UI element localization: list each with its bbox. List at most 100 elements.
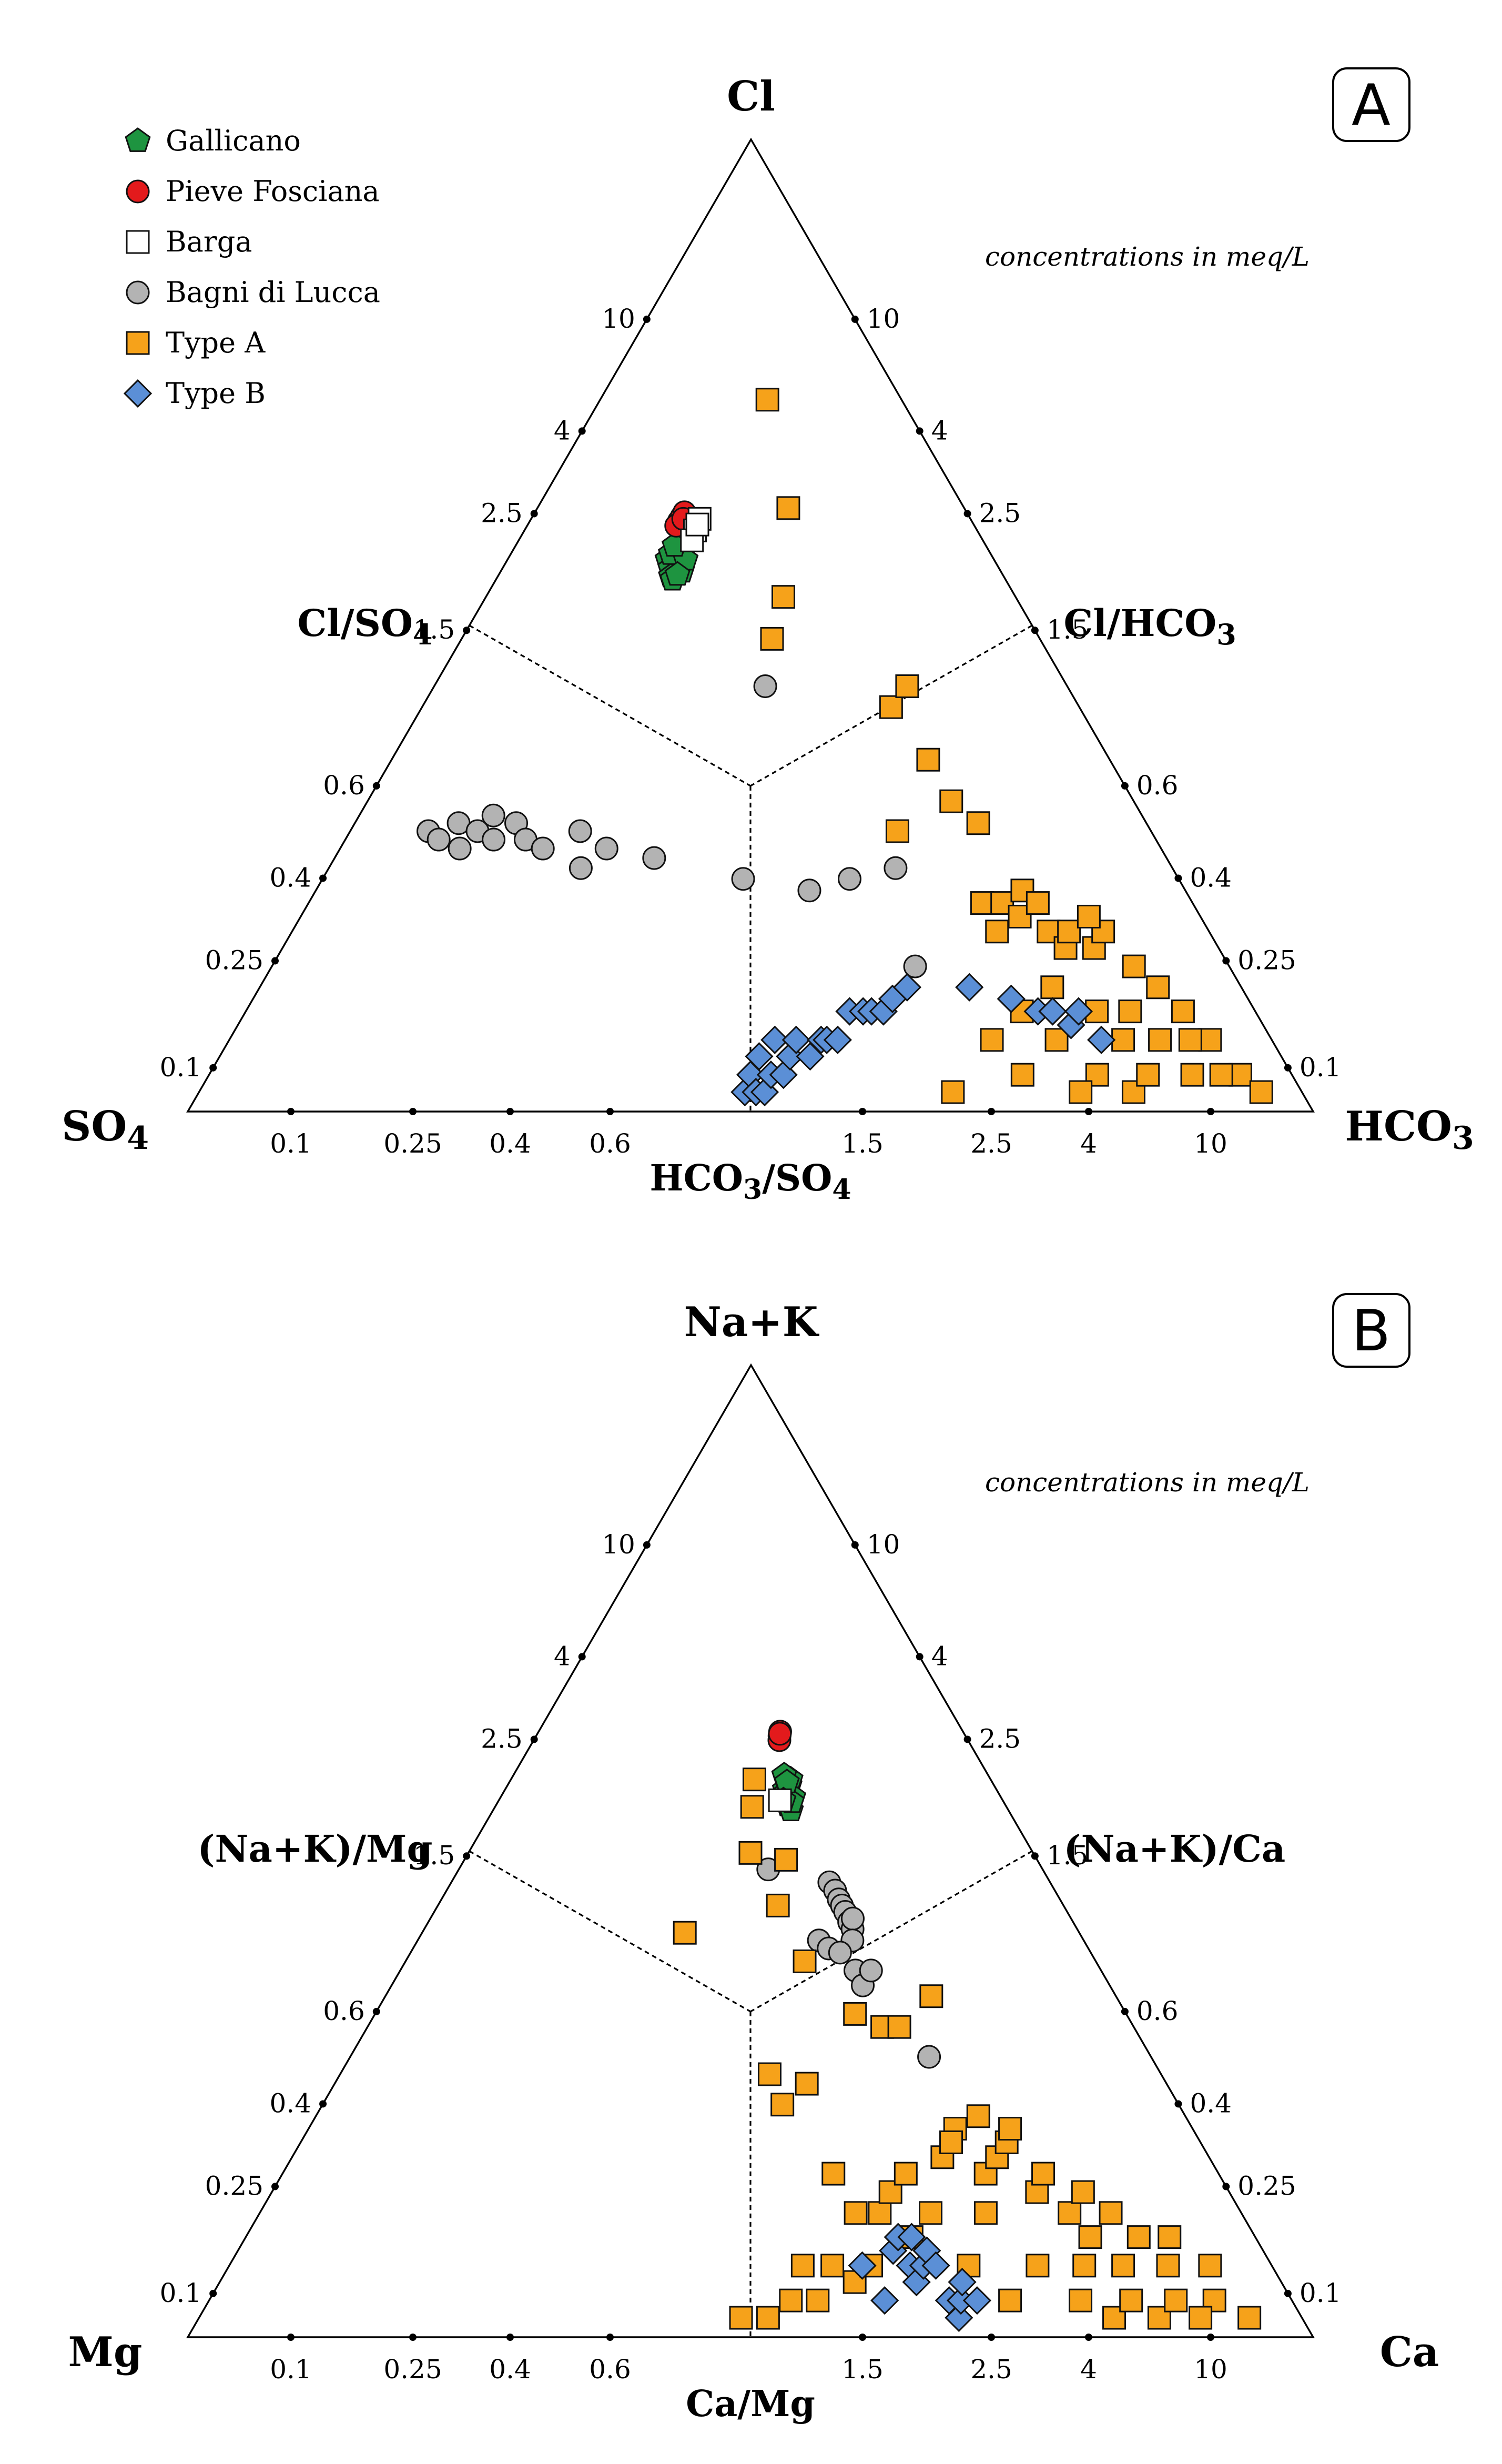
tick-dot xyxy=(963,1735,971,1743)
typeA-point xyxy=(980,1028,1004,1052)
typeA-point xyxy=(1126,2225,1151,2249)
typeB-point xyxy=(760,1025,789,1054)
typeA-point xyxy=(756,2306,780,2330)
typeA-point xyxy=(1158,2225,1182,2249)
typeA-point xyxy=(1146,975,1170,999)
panel-a: 10 10 4 4 2.5 2.5 1.5 1.5 0.6 0.6 0.4 0.4 0.25 0.25 0.… xyxy=(62,67,1474,1206)
typeA-point xyxy=(755,388,779,412)
left-edge-tick-label: 1.5 xyxy=(413,614,455,645)
typeA-point xyxy=(1058,2201,1082,2225)
tick-dot xyxy=(916,1653,923,1661)
right-corner-label-subscript: 3 xyxy=(1452,1120,1474,1157)
left-corner-label-subscript: 4 xyxy=(127,1120,149,1157)
tick-dot xyxy=(578,1653,586,1661)
typeB-point xyxy=(997,984,1026,1013)
legend-marker-pieve xyxy=(126,179,150,204)
typeA-point xyxy=(1237,2306,1262,2330)
left-corner-label: SO4 xyxy=(62,1103,149,1157)
right-field-label-subscript: 3 xyxy=(1216,618,1236,651)
right-edge-tick-label: 2.5 xyxy=(979,498,1021,528)
typeA-point xyxy=(1178,1028,1202,1052)
typeA-point xyxy=(1111,1028,1135,1052)
axis-label-part: 4 xyxy=(832,1174,851,1206)
tick-dot xyxy=(1085,1108,1092,1115)
typeB-point xyxy=(782,1025,810,1054)
right-corner-label: Ca xyxy=(1380,2328,1439,2376)
right-edge-tick-label: 2.5 xyxy=(979,1723,1021,1754)
typeA-point xyxy=(1069,2288,1093,2312)
legend-label-pieve: Pieve Fosciana xyxy=(166,175,380,208)
typeA-point xyxy=(966,811,990,835)
typeA-point xyxy=(790,2254,815,2278)
panel-badge xyxy=(1332,1293,1410,1368)
typeA-point xyxy=(985,920,1009,944)
right-edge-tick-label: 1.5 xyxy=(1047,614,1089,645)
bottom-tick-label: 0.4 xyxy=(489,1128,531,1159)
left-field-label-main: (Na+K)/Mg xyxy=(197,1827,432,1871)
left-edge-tick-label: 4 xyxy=(554,1641,571,1671)
bottom-tick-label: 4 xyxy=(1080,1128,1097,1159)
divider-right xyxy=(750,1850,1033,2013)
typeB-point xyxy=(962,2286,992,2315)
tick-dot xyxy=(916,427,923,435)
typeA-point xyxy=(939,789,963,813)
right-field-label: (Na+K)/Ca xyxy=(1064,1827,1286,1871)
legend-marker-barga xyxy=(126,230,150,254)
tick-dot xyxy=(319,2100,327,2108)
typeA-point xyxy=(740,1795,764,1819)
tick-dot xyxy=(319,874,327,882)
legend-label-barga: Barga xyxy=(166,225,252,258)
typeA-point xyxy=(1198,2254,1222,2278)
left-edge-tick-label: 0.25 xyxy=(205,945,263,976)
bottom-tick-label: 10 xyxy=(1194,2354,1227,2385)
tick-dot xyxy=(1031,627,1039,634)
typeA-point xyxy=(729,2306,753,2330)
typeA-point xyxy=(843,2002,867,2026)
tick-dot xyxy=(643,1541,651,1549)
left-edge-tick-label: 4 xyxy=(554,415,571,446)
typeB-point xyxy=(870,2286,899,2315)
axis-label-part: /SO xyxy=(762,1157,832,1199)
tick-dot xyxy=(530,510,538,518)
tick-dot xyxy=(578,427,586,435)
tick-dot xyxy=(209,1064,217,1072)
typeA-point xyxy=(821,2162,846,2186)
typeA-point xyxy=(1026,2254,1050,2278)
concentration-note: concentrations in meq/L xyxy=(985,1467,1310,1498)
typeB-point xyxy=(948,2268,977,2297)
typeA-point xyxy=(1111,2254,1135,2278)
bottom-axis-label: HCO3/SO4 xyxy=(649,1157,851,1206)
bagni-point xyxy=(568,819,592,843)
tick-dot xyxy=(606,1108,614,1115)
left-edge-tick-label: 0.1 xyxy=(160,1052,202,1083)
legend-label-typeB: Type B xyxy=(166,377,266,410)
tick-dot xyxy=(463,627,471,634)
bottom-tick-label: 0.4 xyxy=(489,2354,531,2385)
tick-dot xyxy=(1222,957,1230,965)
typeB-point xyxy=(921,2251,950,2280)
divider-left xyxy=(469,624,751,787)
typeA-point xyxy=(742,1768,766,1792)
typeB-point xyxy=(955,973,984,1002)
data-points xyxy=(417,388,1273,1107)
typeB-point xyxy=(1064,997,1093,1026)
tick-dot xyxy=(1121,2007,1129,2015)
tick-dot xyxy=(963,510,971,518)
typeA-point xyxy=(760,627,784,651)
bagni-point xyxy=(840,1906,865,1931)
typeA-point xyxy=(1040,975,1064,999)
bagni-point xyxy=(448,836,472,861)
bottom-tick-label: 4 xyxy=(1080,2354,1097,2385)
typeB-point xyxy=(897,2223,926,2251)
data-points xyxy=(673,1720,1262,2332)
typeA-point xyxy=(738,1841,763,1865)
typeA-point xyxy=(770,2093,795,2117)
typeA-point xyxy=(673,1921,697,1945)
typeA-point xyxy=(885,819,909,843)
typeA-point xyxy=(1209,1063,1233,1087)
tick-dot xyxy=(1031,1852,1039,1860)
typeA-point xyxy=(1122,954,1146,978)
typeA-point xyxy=(1156,2254,1180,2278)
bottom-tick-label: 0.1 xyxy=(270,2354,312,2385)
bagni-point xyxy=(731,867,755,891)
